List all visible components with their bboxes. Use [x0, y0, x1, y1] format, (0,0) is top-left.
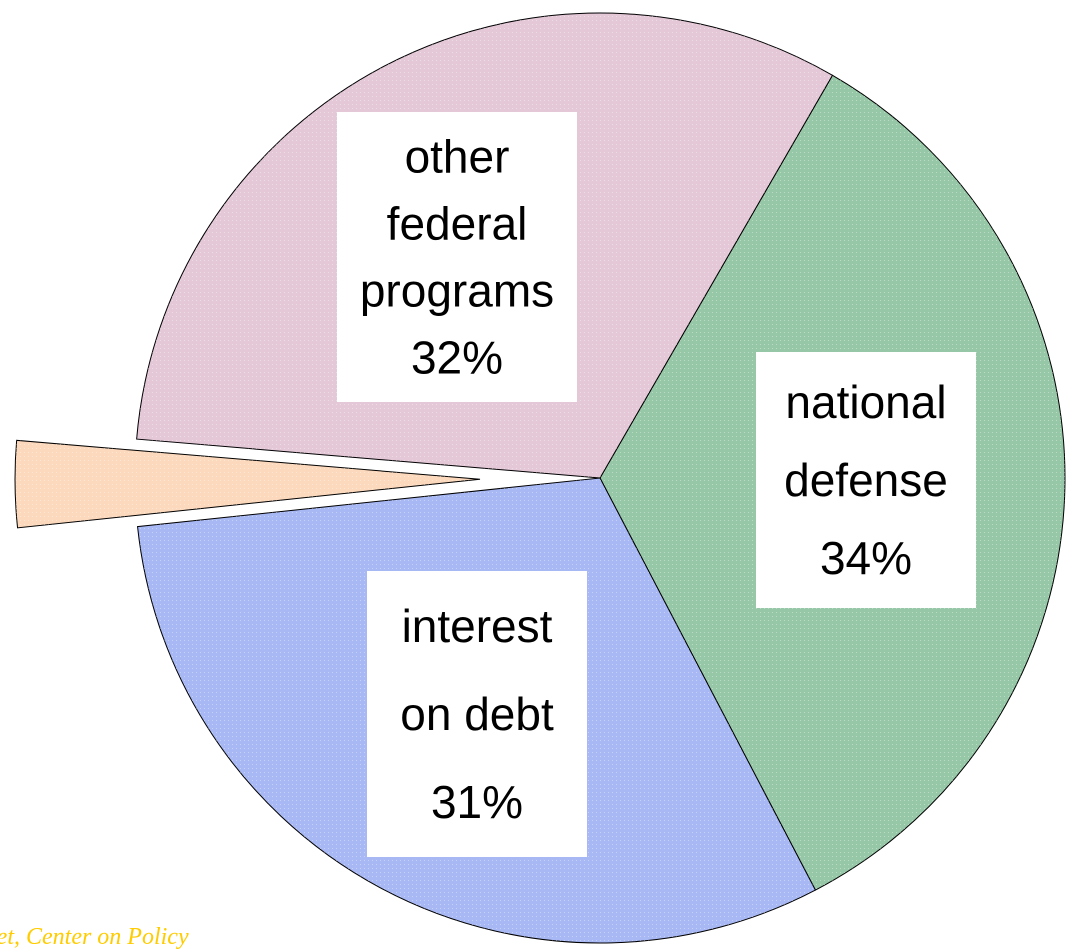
slice-label-text: 31% [431, 776, 523, 828]
slice-label-text: other [405, 131, 510, 183]
slice-label-text: defense [784, 454, 948, 506]
slice-label-text: 34% [820, 532, 912, 584]
source-note: ...laet, Center on Policy [0, 924, 189, 949]
slice-label-box [756, 352, 976, 608]
pie-slice-texture [15, 440, 481, 528]
slice-label-box [337, 112, 577, 402]
slice-label-text: interest [402, 600, 553, 652]
slice-label-text: federal [387, 198, 528, 250]
slice-label-text: programs [360, 265, 554, 317]
slice-label-text: national [785, 376, 946, 428]
slice-labels: national defense 34% interest on debt 31% othe… [337, 112, 976, 857]
slice-label-box [367, 571, 587, 857]
slice-label-text: on debt [400, 688, 554, 740]
slice-label-text: 32% [411, 332, 503, 384]
